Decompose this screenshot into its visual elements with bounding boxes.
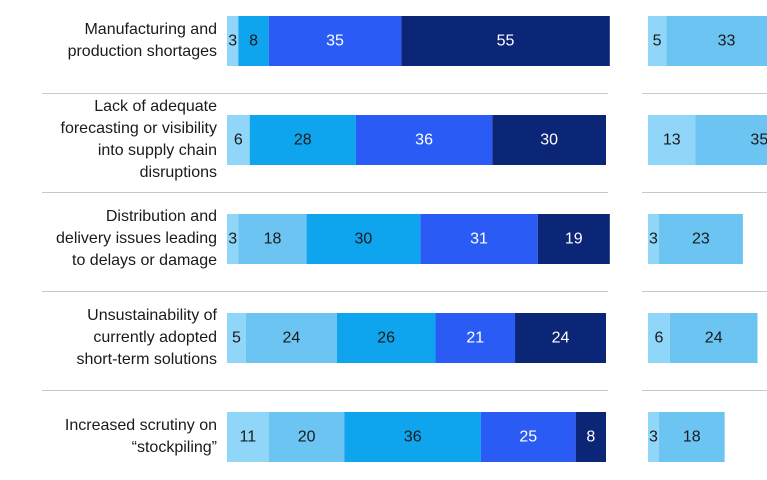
category-label: Manufacturing and production shortages	[67, 21, 217, 60]
bar-segment	[227, 115, 250, 165]
value-label: 18	[683, 429, 701, 446]
bar-segment	[306, 214, 421, 264]
bar-segment	[480, 412, 576, 462]
value-label: 6	[654, 330, 663, 347]
value-label: 3	[228, 231, 237, 248]
bar-segment	[238, 16, 269, 66]
bar-segment	[227, 313, 246, 363]
value-label: 13	[663, 132, 681, 149]
bar-segment	[648, 313, 670, 363]
value-label: 26	[377, 330, 395, 347]
value-label: 24	[705, 330, 723, 347]
bar-segment	[227, 412, 269, 462]
value-label: 35	[750, 132, 767, 149]
bar-segment	[492, 115, 606, 165]
bar-segment	[227, 214, 239, 264]
bar-segment	[435, 313, 516, 363]
bar-segment	[515, 313, 606, 363]
value-label: 33	[718, 33, 736, 50]
bar-segment	[420, 214, 538, 264]
bar-segment	[238, 214, 307, 264]
value-label: 18	[264, 231, 282, 248]
bar-segment	[355, 115, 493, 165]
value-label: 24	[283, 330, 301, 347]
bar-segment	[648, 214, 659, 264]
bar-segment	[658, 412, 725, 462]
bar-segment	[268, 412, 345, 462]
value-label: 6	[234, 132, 243, 149]
category-label: Distribution and delivery issues leading…	[56, 208, 217, 269]
bar-segment	[268, 16, 402, 66]
bar-segment	[648, 16, 667, 66]
value-label: 3	[649, 429, 658, 446]
bar-segment	[245, 313, 337, 363]
value-label: 3	[649, 231, 658, 248]
bar-segment	[658, 214, 743, 264]
value-label: 55	[497, 33, 515, 50]
value-label: 11	[240, 429, 257, 446]
value-label: 20	[298, 429, 316, 446]
value-label: 36	[404, 429, 422, 446]
value-label: 5	[653, 33, 662, 50]
bar-segment	[537, 214, 610, 264]
bar-segment	[648, 115, 696, 165]
bar-segment	[249, 115, 356, 165]
value-label: 3	[228, 33, 237, 50]
value-label: 8	[586, 429, 595, 446]
value-label: 31	[470, 231, 488, 248]
category-label: Unsustainability of currently adopted sh…	[76, 307, 218, 368]
bar-segment	[695, 115, 767, 165]
value-label: 23	[692, 231, 710, 248]
category-label: Lack of adequate forecasting or visibili…	[60, 98, 218, 181]
value-label: 30	[355, 231, 373, 248]
value-label: 8	[249, 33, 258, 50]
value-label: 5	[232, 330, 241, 347]
value-label: 25	[519, 429, 537, 446]
bar-segment	[227, 16, 239, 66]
value-label: 24	[552, 330, 570, 347]
value-label: 21	[466, 330, 484, 347]
value-label: 35	[326, 33, 344, 50]
bar-segment	[336, 313, 436, 363]
bar-segment	[401, 16, 610, 66]
bar-segment	[575, 412, 606, 462]
category-label: Increased scrutiny on “stockpiling”	[64, 417, 217, 456]
bar-segment	[666, 16, 767, 66]
value-label: 28	[294, 132, 312, 149]
bar-segment	[344, 412, 481, 462]
value-label: 19	[565, 231, 583, 248]
value-label: 30	[540, 132, 558, 149]
value-label: 36	[415, 132, 433, 149]
bar-segment	[648, 412, 659, 462]
bar-segment	[669, 313, 758, 363]
